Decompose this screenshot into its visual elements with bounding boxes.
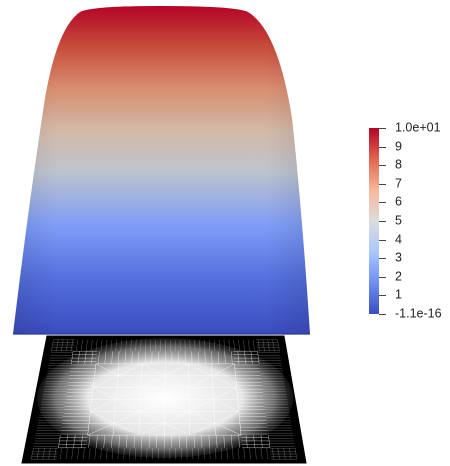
mesh-wireframe (30, 339, 298, 460)
colorbar-tick-mark (379, 146, 386, 148)
colorbar-tick-mark (379, 165, 386, 167)
colorbar-tick-label: 2 (395, 269, 402, 284)
colorbar-tick-label: 7 (395, 176, 402, 191)
colorbar-gradient (369, 128, 379, 314)
colorbar-tick-mark (379, 183, 386, 185)
colorbar-tick-mark (379, 239, 386, 241)
colorbar-tick-mark (379, 295, 386, 297)
colorbar-tick-mark (379, 221, 386, 222)
color-legend: 1.0e+01 9 8 7 6 5 4 3 2 1 -1.1e-16 (369, 121, 449, 320)
mesh-plane (21, 335, 307, 464)
colorbar-tick-mark (379, 258, 386, 260)
colorbar-tick-label: -1.1e-16 (395, 306, 442, 321)
warped-surface (13, 6, 310, 335)
colorbar-tick-label: 4 (395, 232, 402, 247)
colorbar-tick-label: 8 (395, 157, 402, 172)
colorbar-tick-mark (379, 314, 386, 315)
colorbar-tick-label: 6 (395, 194, 402, 209)
colorbar-tick-mark (379, 276, 386, 278)
colorbar-tick-mark (379, 128, 386, 129)
colorbar-tick-mark (379, 202, 386, 204)
colorbar-tick-label: 5 (395, 213, 402, 228)
colorbar-tick-label: 3 (395, 250, 402, 265)
colorbar-tick-label: 9 (395, 139, 402, 154)
colorbar-tick-label: 1 (395, 287, 402, 302)
colorbar-tick-label: 1.0e+01 (395, 120, 441, 135)
